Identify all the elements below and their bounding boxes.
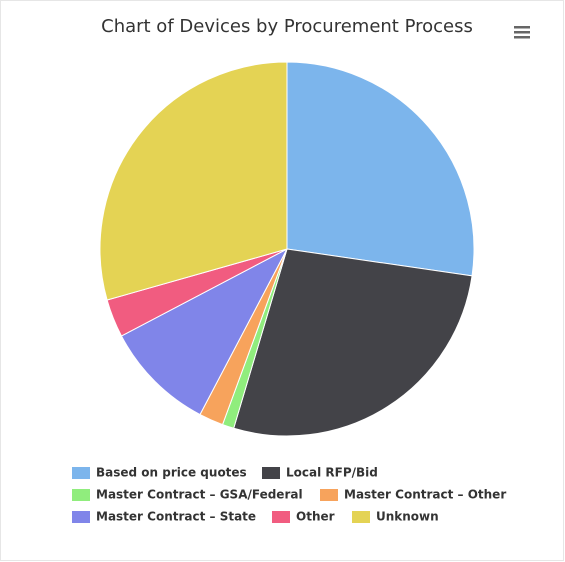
legend-label[interactable]: Unknown bbox=[376, 510, 439, 524]
pie-slice bbox=[286, 61, 475, 277]
legend-swatch bbox=[272, 511, 290, 523]
menu-bar bbox=[514, 26, 530, 29]
legend-swatch bbox=[320, 489, 338, 501]
legend-label[interactable]: Local RFP/Bid bbox=[286, 466, 378, 480]
legend-swatch bbox=[72, 489, 90, 501]
legend-swatch bbox=[72, 511, 90, 523]
pie-slice bbox=[233, 248, 473, 437]
chart-title: Chart of Devices by Procurement Process bbox=[101, 16, 473, 37]
pie-slice bbox=[99, 61, 288, 301]
legend-swatch bbox=[72, 467, 90, 479]
menu-bar bbox=[514, 31, 530, 34]
legend-label[interactable]: Master Contract – GSA/Federal bbox=[96, 488, 303, 502]
legend-label[interactable]: Based on price quotes bbox=[96, 466, 247, 480]
legend-label[interactable]: Other bbox=[296, 510, 335, 524]
menu-button[interactable] bbox=[510, 20, 534, 40]
legend-swatch bbox=[262, 467, 280, 479]
legend-swatch bbox=[352, 511, 370, 523]
menu-bar bbox=[514, 36, 530, 39]
pie-slice bbox=[120, 248, 288, 416]
legend-label[interactable]: Master Contract – State bbox=[96, 510, 256, 524]
legend-label[interactable]: Master Contract – Other bbox=[344, 488, 506, 502]
